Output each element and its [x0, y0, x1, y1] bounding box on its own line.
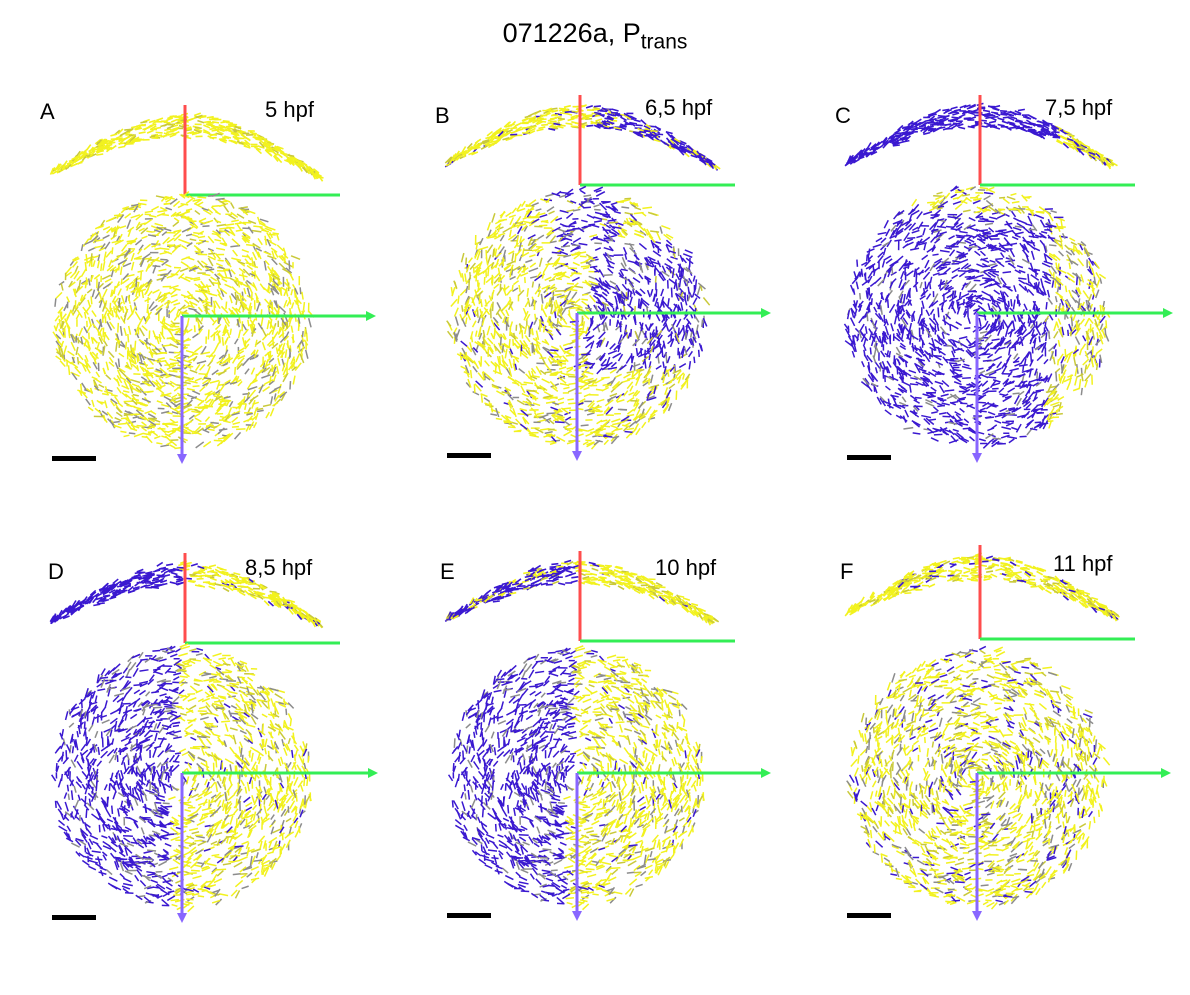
panel-drawing	[435, 555, 825, 995]
panel-b: B 6,5 hpf	[435, 95, 825, 535]
axis-arrowhead	[572, 911, 582, 921]
axis-arrowhead	[1161, 768, 1171, 778]
panel-drawing	[835, 95, 1190, 535]
panel-drawing	[435, 95, 825, 535]
scale-bar	[447, 453, 491, 458]
lateral-view	[445, 105, 720, 171]
panel-d: D 8,5 hpf	[40, 555, 430, 995]
axis-arrowhead	[177, 913, 187, 923]
axis-arrowhead	[972, 911, 982, 921]
axis-arrowhead	[366, 311, 376, 321]
axis-arrowhead	[1163, 308, 1173, 318]
figure-title-main: 071226a, P	[503, 18, 641, 48]
axis-arrowhead	[761, 308, 771, 318]
figure-title: 071226a, Ptrans	[0, 18, 1190, 54]
lateral-view	[445, 560, 718, 625]
axis-arrowhead	[972, 453, 982, 463]
lateral-view	[51, 113, 324, 181]
panel-c: C 7,5 hpf	[835, 95, 1190, 535]
scale-bar	[447, 913, 491, 918]
panel-drawing	[40, 95, 430, 535]
lateral-view	[50, 561, 322, 628]
axis-arrowhead	[572, 451, 582, 461]
axis-arrowhead	[177, 454, 187, 464]
panel-e: E 10 hpf	[435, 555, 825, 995]
lateral-view	[845, 553, 1119, 621]
scale-bar	[847, 455, 891, 460]
scale-bar	[52, 915, 96, 920]
panel-drawing	[40, 555, 430, 995]
axis-arrowhead	[761, 768, 771, 778]
scale-bar	[847, 913, 891, 918]
panel-a: A 5 hpf	[40, 95, 430, 535]
panel-drawing	[835, 555, 1190, 995]
scale-bar	[52, 456, 96, 461]
panel-f: F 11 hpf	[835, 555, 1190, 995]
axis-arrowhead	[368, 768, 378, 778]
figure-title-subscript: trans	[641, 30, 688, 53]
